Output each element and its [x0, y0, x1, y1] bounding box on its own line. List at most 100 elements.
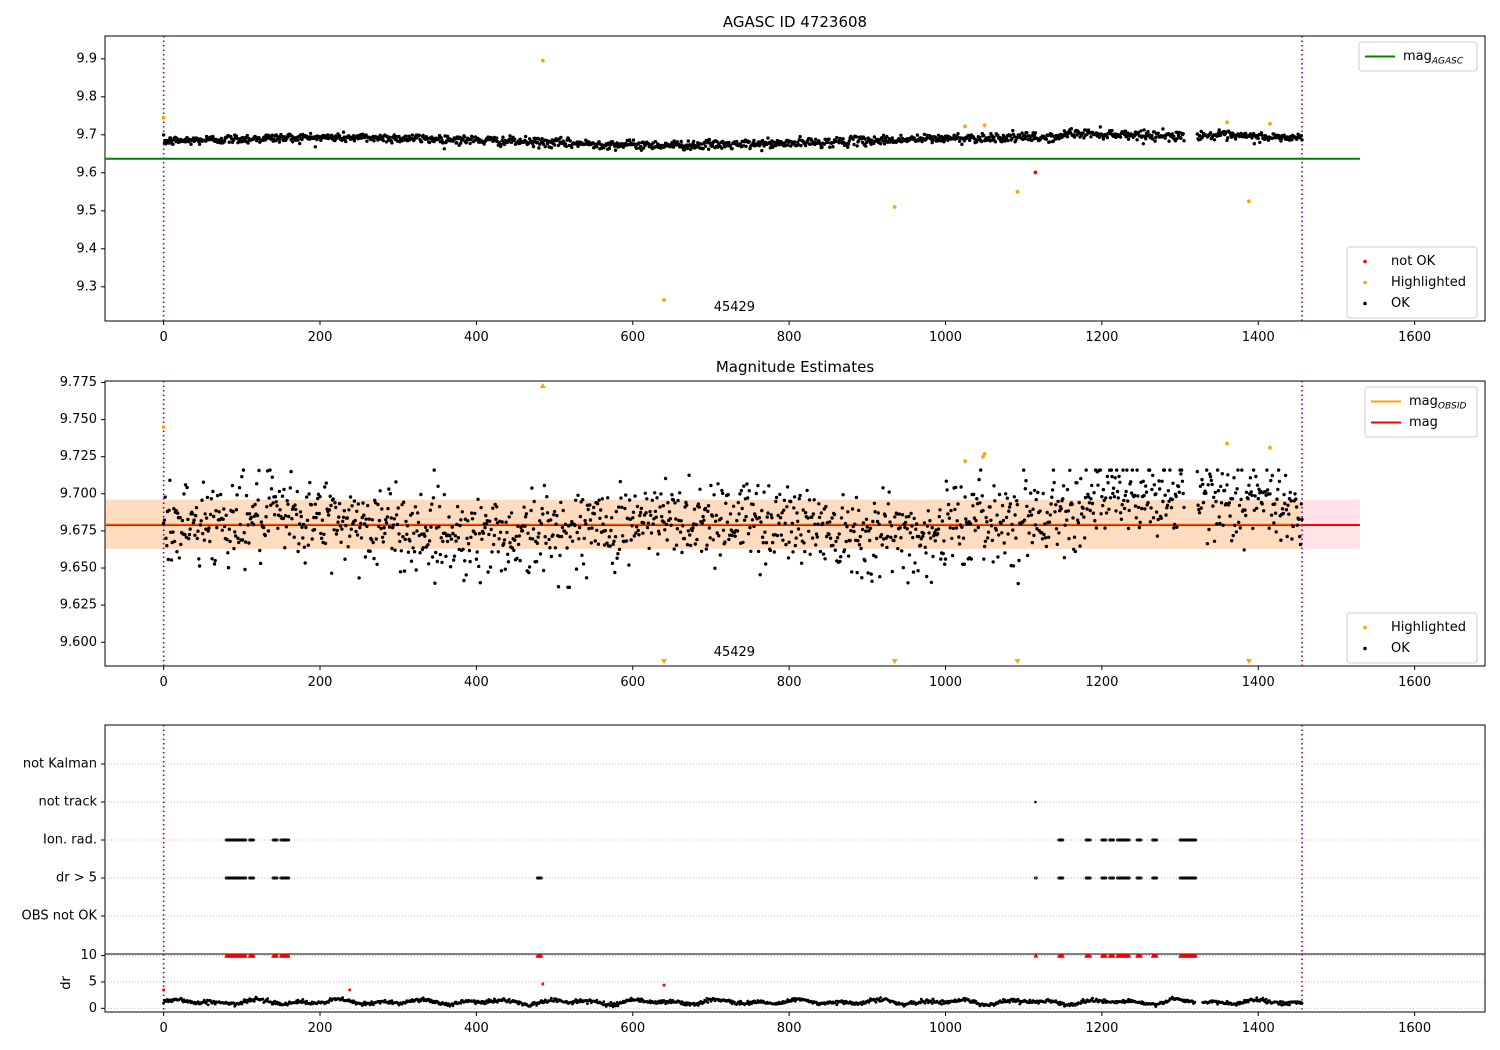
agasc-ok-point [803, 143, 808, 148]
estimates-ok-point [194, 514, 198, 518]
estimates-ok-point [381, 540, 385, 544]
estimates-ok-point [708, 536, 712, 540]
estimates-ok-point [1096, 483, 1100, 487]
estimates-ok-point [307, 492, 311, 496]
dr-point [835, 1003, 839, 1007]
estimates-ok-point [597, 498, 601, 502]
estimates-ok-point [280, 494, 285, 498]
estimates-ok-point [470, 517, 475, 521]
estimates-ok-point [805, 488, 809, 493]
estimates-ok-point [228, 539, 232, 544]
estimates-ok-point [448, 565, 453, 569]
estimates-ok-point [821, 521, 825, 525]
estimates-ok-point [231, 510, 235, 514]
dr-point [550, 996, 553, 1000]
estimates-ok-point [858, 534, 862, 539]
estimates-ok-point [784, 542, 788, 547]
estimates-ok-point [712, 493, 716, 497]
estimates-ok-point [925, 574, 929, 579]
agasc-xtick-label: 0 [159, 330, 167, 345]
estimates-ok-point [889, 535, 893, 539]
estimates-ok-point [814, 543, 818, 547]
agasc-ok-point [1072, 135, 1077, 139]
estimates-ok-point [197, 564, 202, 568]
estimates-ok-point [509, 511, 514, 515]
estimates-ok-point [947, 516, 952, 520]
estimates-ok-point [502, 538, 507, 542]
estimates-ok-point [563, 522, 568, 526]
estimates-ok-point [1176, 484, 1181, 489]
agasc-ok-point [1047, 140, 1052, 144]
agasc-ok-point [1230, 135, 1234, 139]
estimates-ok-point [495, 505, 499, 509]
estimates-ok-point [875, 519, 880, 524]
estimates-obsid-label: 45429 [714, 645, 755, 660]
estimates-ok-point [1119, 517, 1124, 521]
estimates-ok-point [520, 529, 525, 533]
estimates-ok-point [1235, 487, 1239, 491]
estimates-ok-point [226, 551, 230, 555]
estimates-ok-point [690, 528, 694, 533]
estimates-ok-point [336, 520, 340, 524]
estimates-ok-point [459, 518, 463, 522]
estimates-ok-point [799, 561, 804, 565]
estimates-ok-point [948, 526, 952, 530]
estimates-ok-point [982, 557, 986, 561]
estimates-ok-point [950, 553, 955, 558]
estimates-ok-point [166, 557, 170, 562]
agasc-ok-point [653, 139, 658, 144]
estimates-ok-point [659, 492, 663, 496]
estimates-ok-point [474, 557, 479, 561]
estimates-ok-point [479, 506, 483, 510]
estimates-ok-point [1284, 508, 1289, 512]
estimates-ok-point [339, 540, 343, 544]
agasc-ok-point [707, 137, 712, 142]
estimates-ok-point [541, 512, 545, 516]
estimates-ok-point [816, 522, 820, 526]
estimates-ok-point [244, 493, 249, 498]
estimates-ok-point [306, 543, 310, 547]
estimates-ok-point [760, 535, 765, 539]
estimates-ok-point [592, 505, 596, 510]
estimates-ok-point [314, 515, 318, 520]
dr-point [697, 1004, 700, 1007]
estimates-xtick-label: 1600 [1398, 675, 1431, 690]
estimates-xtick-label: 1000 [929, 675, 962, 690]
estimates-ok-point [1251, 526, 1255, 531]
estimates-ok-point [499, 569, 504, 573]
estimates-ok-point [980, 494, 984, 498]
dr-point [616, 1004, 620, 1008]
estimates-ok-point [912, 516, 916, 521]
agasc-ok-point [1068, 131, 1073, 135]
estimates-ok-point [391, 523, 396, 527]
estimates-ok-point [1170, 497, 1175, 502]
agasc-ytick-label: 9.9 [76, 51, 97, 66]
estimates-ok-point [415, 529, 419, 533]
agasc-ok-point [841, 137, 845, 141]
estimates-ok-point [1164, 513, 1168, 517]
estimates-ok-point [524, 512, 529, 516]
agasc-ytick-label: 9.3 [76, 279, 97, 294]
estimates-ok-point [357, 576, 361, 580]
estimates-ok-point [1029, 513, 1034, 517]
estimates-ok-point [718, 553, 722, 557]
dr-point [451, 1004, 455, 1008]
estimates-ok-point [778, 492, 782, 497]
estimates-ok-point [992, 484, 996, 488]
estimates-ok-point [1158, 487, 1162, 491]
estimates-ok-point [680, 550, 684, 555]
estimates-ok-point [1216, 489, 1221, 493]
estimates-ok-point [496, 550, 500, 554]
estimates-ok-point [275, 504, 279, 508]
estimates-ok-point [694, 523, 698, 527]
estimates-ok-point [697, 505, 701, 509]
agasc-ok-point [748, 146, 752, 151]
estimates-ok-point [975, 497, 979, 501]
estimates-ok-point [214, 509, 218, 513]
estimates-ok-point [1206, 483, 1210, 487]
estimates-ok-point [834, 539, 838, 544]
estimates-ok-point [1149, 506, 1153, 510]
estimates-ok-point [271, 501, 275, 505]
estimates-ok-point [1040, 531, 1044, 535]
estimates-ok-point [452, 558, 456, 562]
